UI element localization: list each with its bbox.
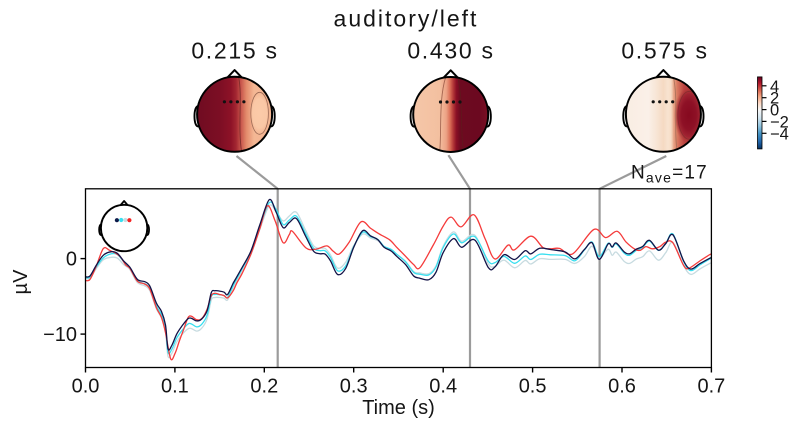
svg-text:0.575 s: 0.575 s xyxy=(621,38,708,64)
svg-text:0.5: 0.5 xyxy=(519,376,547,398)
svg-text:0.3: 0.3 xyxy=(340,376,368,398)
svg-text:0.1: 0.1 xyxy=(161,376,189,398)
svg-text:0.430 s: 0.430 s xyxy=(407,38,494,64)
svg-text:0.6: 0.6 xyxy=(608,376,636,398)
svg-text:Time (s): Time (s) xyxy=(362,397,435,419)
svg-text:0.7: 0.7 xyxy=(697,376,725,398)
svg-text:2: 2 xyxy=(770,90,779,108)
svg-text:0.4: 0.4 xyxy=(429,376,457,398)
svg-text:0: 0 xyxy=(66,249,77,271)
svg-text:auditory/left: auditory/left xyxy=(334,6,479,32)
svg-text:−10: −10 xyxy=(43,324,77,346)
svg-text:0: 0 xyxy=(770,102,779,120)
svg-text:µV: µV xyxy=(10,269,32,295)
svg-text:4: 4 xyxy=(770,78,779,96)
svg-text:−2: −2 xyxy=(770,113,789,131)
svg-text:0.215 s: 0.215 s xyxy=(191,38,278,64)
svg-text:0.2: 0.2 xyxy=(250,376,278,398)
svg-text:0.0: 0.0 xyxy=(72,376,100,398)
svg-text:−4: −4 xyxy=(770,125,789,143)
